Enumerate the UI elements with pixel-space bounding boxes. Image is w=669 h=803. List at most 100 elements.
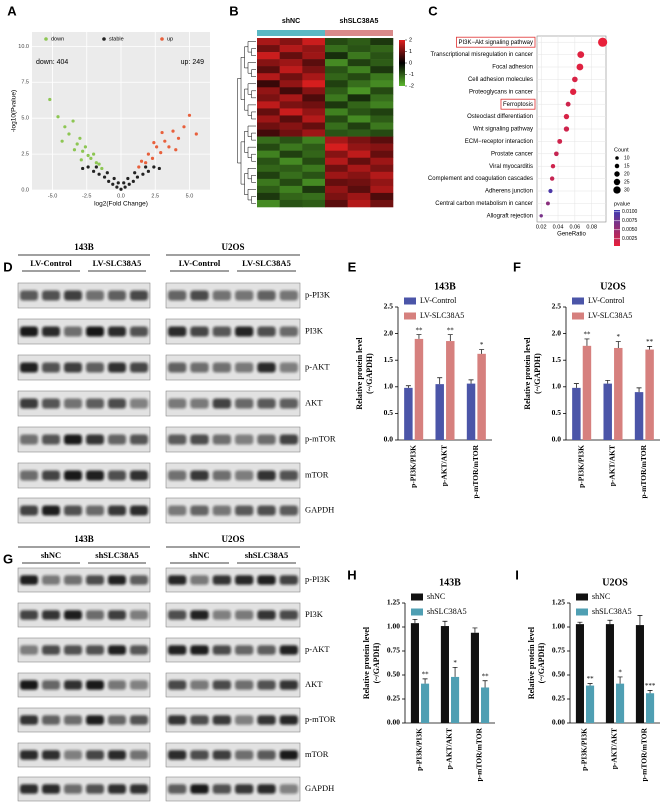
bar: [634, 392, 644, 440]
x-tick-label: 0.02: [536, 224, 547, 230]
blot-band: [130, 398, 148, 409]
error-bar: [637, 615, 643, 626]
category-label: ECM−receptor interaction: [465, 139, 533, 145]
heatmap-cell: [279, 143, 303, 151]
blot-strip: [165, 776, 301, 802]
blot-band: [257, 470, 276, 481]
heatmap-cell: [279, 164, 303, 173]
data-point: [83, 145, 87, 149]
data-point: [81, 149, 85, 153]
y-tick-label: 0.25: [387, 694, 400, 703]
data-point: [144, 161, 148, 165]
blot-strip: [165, 318, 301, 345]
heatmap-cell: [325, 150, 348, 159]
heatmap-cell: [302, 129, 326, 137]
bar: [414, 338, 424, 440]
blot-band: [279, 610, 298, 620]
bar: [481, 687, 490, 723]
heatmap-cell: [347, 178, 371, 187]
blot-band: [235, 470, 254, 481]
blot-band: [235, 362, 254, 373]
data-point: [187, 113, 192, 117]
protein-label: PI3K: [305, 325, 324, 335]
blot-band: [108, 362, 126, 373]
y-axis-label: (~/GAPDH): [537, 642, 546, 683]
data-point: [548, 188, 553, 194]
significance-label: **: [447, 326, 455, 334]
y-axis-label: Relative protein level: [355, 337, 364, 410]
data-point: [157, 166, 161, 171]
data-point: [102, 175, 107, 179]
annotation: down: 404: [36, 59, 68, 66]
chart-title: U2OS: [602, 577, 628, 588]
heatmap-cell: [370, 129, 394, 137]
data-point: [78, 136, 82, 140]
blot-band: [42, 784, 60, 794]
blot-band: [20, 680, 38, 690]
blot-band: [108, 610, 126, 620]
x-tick-label: p-mTOR/mTOR: [471, 444, 480, 498]
protein-label: p-mTOR: [305, 714, 336, 724]
y-tick-label: 1.25: [387, 598, 400, 607]
dendrogram: [244, 173, 248, 195]
heatmap-cell: [325, 52, 348, 60]
legend-marker: [572, 297, 584, 305]
heatmap-cell: [370, 185, 394, 194]
blot-band: [190, 398, 209, 409]
heatmap-cell: [279, 59, 303, 67]
protein-label: GAPDH: [305, 504, 334, 514]
y-axis-label: (~/GAPDH): [365, 353, 374, 394]
data-point: [565, 101, 571, 107]
category-label: PI3K−Akt signaling pathway: [458, 40, 533, 46]
significance-label: **: [646, 338, 654, 346]
y-tick-label: 10.0: [18, 44, 29, 50]
blot-band: [235, 505, 254, 516]
heatmap-cell: [370, 66, 394, 74]
data-point: [146, 152, 150, 156]
blot-band: [20, 290, 38, 301]
category-label: Allograft rejection: [487, 213, 533, 219]
dendrogram: [251, 90, 256, 99]
heatmap-cell: [370, 143, 394, 151]
blot-band: [190, 610, 209, 620]
category-label: Central carbon metabolism in cancer: [435, 201, 533, 207]
x-tick-label: -2.5: [82, 193, 91, 199]
blot-band: [20, 398, 38, 409]
heatmap-cell: [325, 199, 348, 208]
color-scale-label: 0.0100: [622, 209, 638, 215]
heatmap-cell: [325, 101, 348, 109]
data-point: [60, 139, 64, 143]
heatmap-cell: [347, 157, 371, 166]
error-bar: [615, 341, 621, 348]
group-label: LV-SLC38A5: [93, 258, 142, 268]
blot-strip: [17, 318, 151, 345]
blot-band: [130, 434, 148, 445]
blot-band: [279, 505, 298, 516]
data-point: [572, 76, 578, 83]
blot-band: [64, 434, 82, 445]
blot-band: [86, 715, 104, 725]
heatmap-cell: [257, 171, 280, 180]
y-tick-label: 2.5: [552, 302, 562, 311]
blot-band: [257, 575, 276, 585]
data-point: [163, 139, 167, 143]
blot-band: [212, 575, 231, 585]
legend-marker: [614, 171, 620, 177]
blot-band: [257, 505, 276, 516]
heatmap-cell: [279, 129, 303, 137]
y-tick-label: 1.5: [552, 355, 562, 364]
blot-band: [108, 575, 126, 585]
heatmap-cell: [302, 108, 326, 116]
category-label: Proteoglycans in cancer: [469, 89, 533, 95]
data-point: [119, 187, 123, 191]
heatmap-cell: [370, 94, 394, 102]
y-tick-label: 0.5: [552, 408, 562, 417]
error-bar: [577, 621, 583, 625]
data-point: [137, 165, 141, 169]
data-point: [550, 164, 556, 169]
x-tick-label: p-mTOR/mTOR: [475, 727, 484, 781]
x-tick-label: p-PI3K/PI3K: [576, 445, 585, 488]
heatmap-cell: [347, 150, 371, 159]
protein-label: mTOR: [305, 749, 329, 759]
heatmap-cell: [325, 122, 348, 130]
